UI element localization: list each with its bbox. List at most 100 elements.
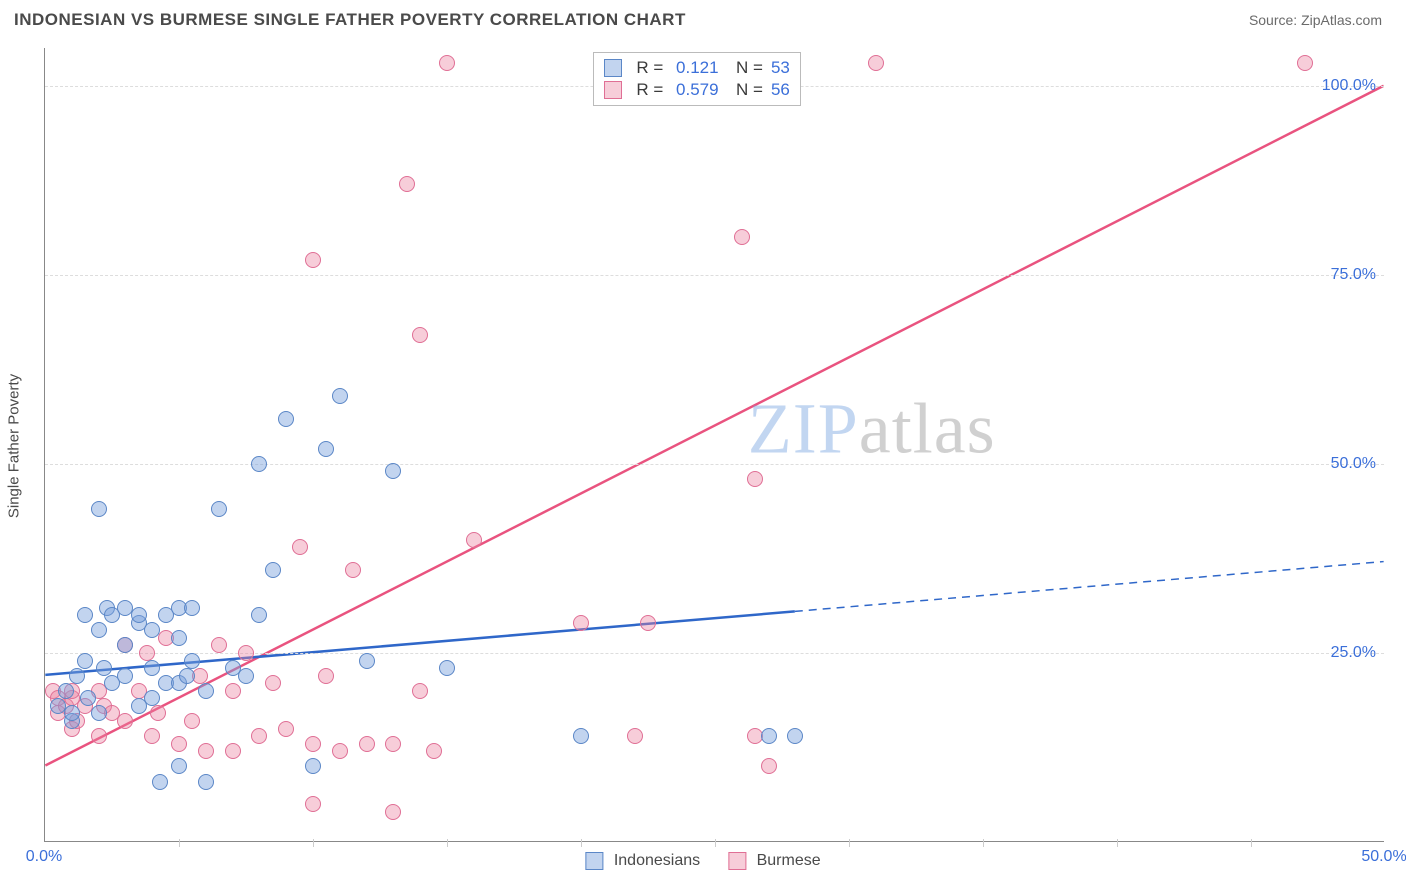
data-point-indonesians <box>117 637 133 653</box>
data-point-burmese <box>439 55 455 71</box>
data-point-burmese <box>292 539 308 555</box>
bottom-legend: Indonesians Burmese <box>585 852 820 870</box>
y-tick-label: 25.0% <box>1331 644 1376 662</box>
data-point-burmese <box>345 562 361 578</box>
legend-label-burmese: Burmese <box>757 852 821 869</box>
data-point-burmese <box>198 743 214 759</box>
data-point-burmese <box>150 705 166 721</box>
data-point-burmese <box>91 728 107 744</box>
data-point-burmese <box>305 252 321 268</box>
data-point-indonesians <box>332 388 348 404</box>
data-point-burmese <box>184 713 200 729</box>
data-point-indonesians <box>359 653 375 669</box>
data-point-burmese <box>747 471 763 487</box>
data-point-indonesians <box>439 660 455 676</box>
x-minor-tick <box>1251 839 1252 847</box>
stats-swatch-burmese <box>604 81 622 99</box>
gridline-h <box>45 464 1384 465</box>
y-axis-label: Single Father Poverty <box>6 374 23 518</box>
data-point-indonesians <box>117 668 133 684</box>
data-point-indonesians <box>91 501 107 517</box>
data-point-indonesians <box>761 728 777 744</box>
data-point-burmese <box>265 675 281 691</box>
data-point-burmese <box>139 645 155 661</box>
data-point-burmese <box>1297 55 1313 71</box>
x-minor-tick <box>983 839 984 847</box>
data-point-burmese <box>412 683 428 699</box>
stats-n-label: N = <box>727 80 763 100</box>
data-point-indonesians <box>198 683 214 699</box>
stats-r-label: R = <box>636 58 668 78</box>
x-minor-tick <box>447 839 448 847</box>
x-minor-tick <box>1117 839 1118 847</box>
x-tick-label: 50.0% <box>1361 848 1406 866</box>
data-point-burmese <box>399 176 415 192</box>
stats-r-label: R = <box>636 80 668 100</box>
regression-line <box>795 562 1384 612</box>
data-point-indonesians <box>265 562 281 578</box>
data-point-indonesians <box>251 607 267 623</box>
x-minor-tick <box>715 839 716 847</box>
x-minor-tick <box>849 839 850 847</box>
data-point-burmese <box>251 728 267 744</box>
stats-swatch-indonesians <box>604 59 622 77</box>
stats-r-value: 0.579 <box>676 80 719 100</box>
y-tick-label: 50.0% <box>1331 455 1376 473</box>
stats-n-label: N = <box>727 58 763 78</box>
chart-plot-area <box>44 48 1384 842</box>
regression-lines-layer <box>45 48 1384 841</box>
stats-n-value: 53 <box>771 58 790 78</box>
data-point-burmese <box>171 736 187 752</box>
data-point-burmese <box>412 327 428 343</box>
data-point-indonesians <box>278 411 294 427</box>
data-point-burmese <box>640 615 656 631</box>
data-point-indonesians <box>318 441 334 457</box>
data-point-burmese <box>868 55 884 71</box>
data-point-burmese <box>385 804 401 820</box>
y-tick-label: 75.0% <box>1331 266 1376 284</box>
data-point-indonesians <box>64 705 80 721</box>
chart-header: INDONESIAN VS BURMESE SINGLE FATHER POVE… <box>0 0 1406 36</box>
legend-label-indonesians: Indonesians <box>614 852 700 869</box>
data-point-burmese <box>627 728 643 744</box>
data-point-burmese <box>117 713 133 729</box>
legend-item-indonesians: Indonesians <box>585 852 700 870</box>
data-point-burmese <box>385 736 401 752</box>
stats-row-burmese: R = 0.579 N = 56 <box>604 79 790 101</box>
x-minor-tick <box>179 839 180 847</box>
y-tick-label: 100.0% <box>1322 77 1376 95</box>
data-point-indonesians <box>144 622 160 638</box>
data-point-indonesians <box>211 501 227 517</box>
data-point-burmese <box>318 668 334 684</box>
data-point-indonesians <box>179 668 195 684</box>
data-point-indonesians <box>152 774 168 790</box>
data-point-indonesians <box>77 607 93 623</box>
data-point-indonesians <box>251 456 267 472</box>
legend-swatch-burmese <box>728 852 746 870</box>
x-minor-tick <box>313 839 314 847</box>
legend-item-burmese: Burmese <box>728 852 820 870</box>
data-point-burmese <box>332 743 348 759</box>
stats-n-value: 56 <box>771 80 790 100</box>
stats-r-value: 0.121 <box>676 58 719 78</box>
data-point-indonesians <box>238 668 254 684</box>
data-point-burmese <box>225 683 241 699</box>
data-point-indonesians <box>144 690 160 706</box>
data-point-indonesians <box>77 653 93 669</box>
data-point-indonesians <box>171 630 187 646</box>
data-point-indonesians <box>96 660 112 676</box>
data-point-indonesians <box>58 683 74 699</box>
data-point-indonesians <box>305 758 321 774</box>
data-point-burmese <box>305 796 321 812</box>
data-point-burmese <box>225 743 241 759</box>
x-tick-label: 0.0% <box>26 848 62 866</box>
data-point-indonesians <box>385 463 401 479</box>
data-point-indonesians <box>131 607 147 623</box>
chart-title: INDONESIAN VS BURMESE SINGLE FATHER POVE… <box>14 10 686 30</box>
legend-swatch-indonesians <box>585 852 603 870</box>
data-point-indonesians <box>184 653 200 669</box>
stats-legend-box: R = 0.121 N = 53 R = 0.579 N = 56 <box>593 52 801 106</box>
data-point-burmese <box>426 743 442 759</box>
chart-source: Source: ZipAtlas.com <box>1249 12 1382 28</box>
data-point-burmese <box>238 645 254 661</box>
